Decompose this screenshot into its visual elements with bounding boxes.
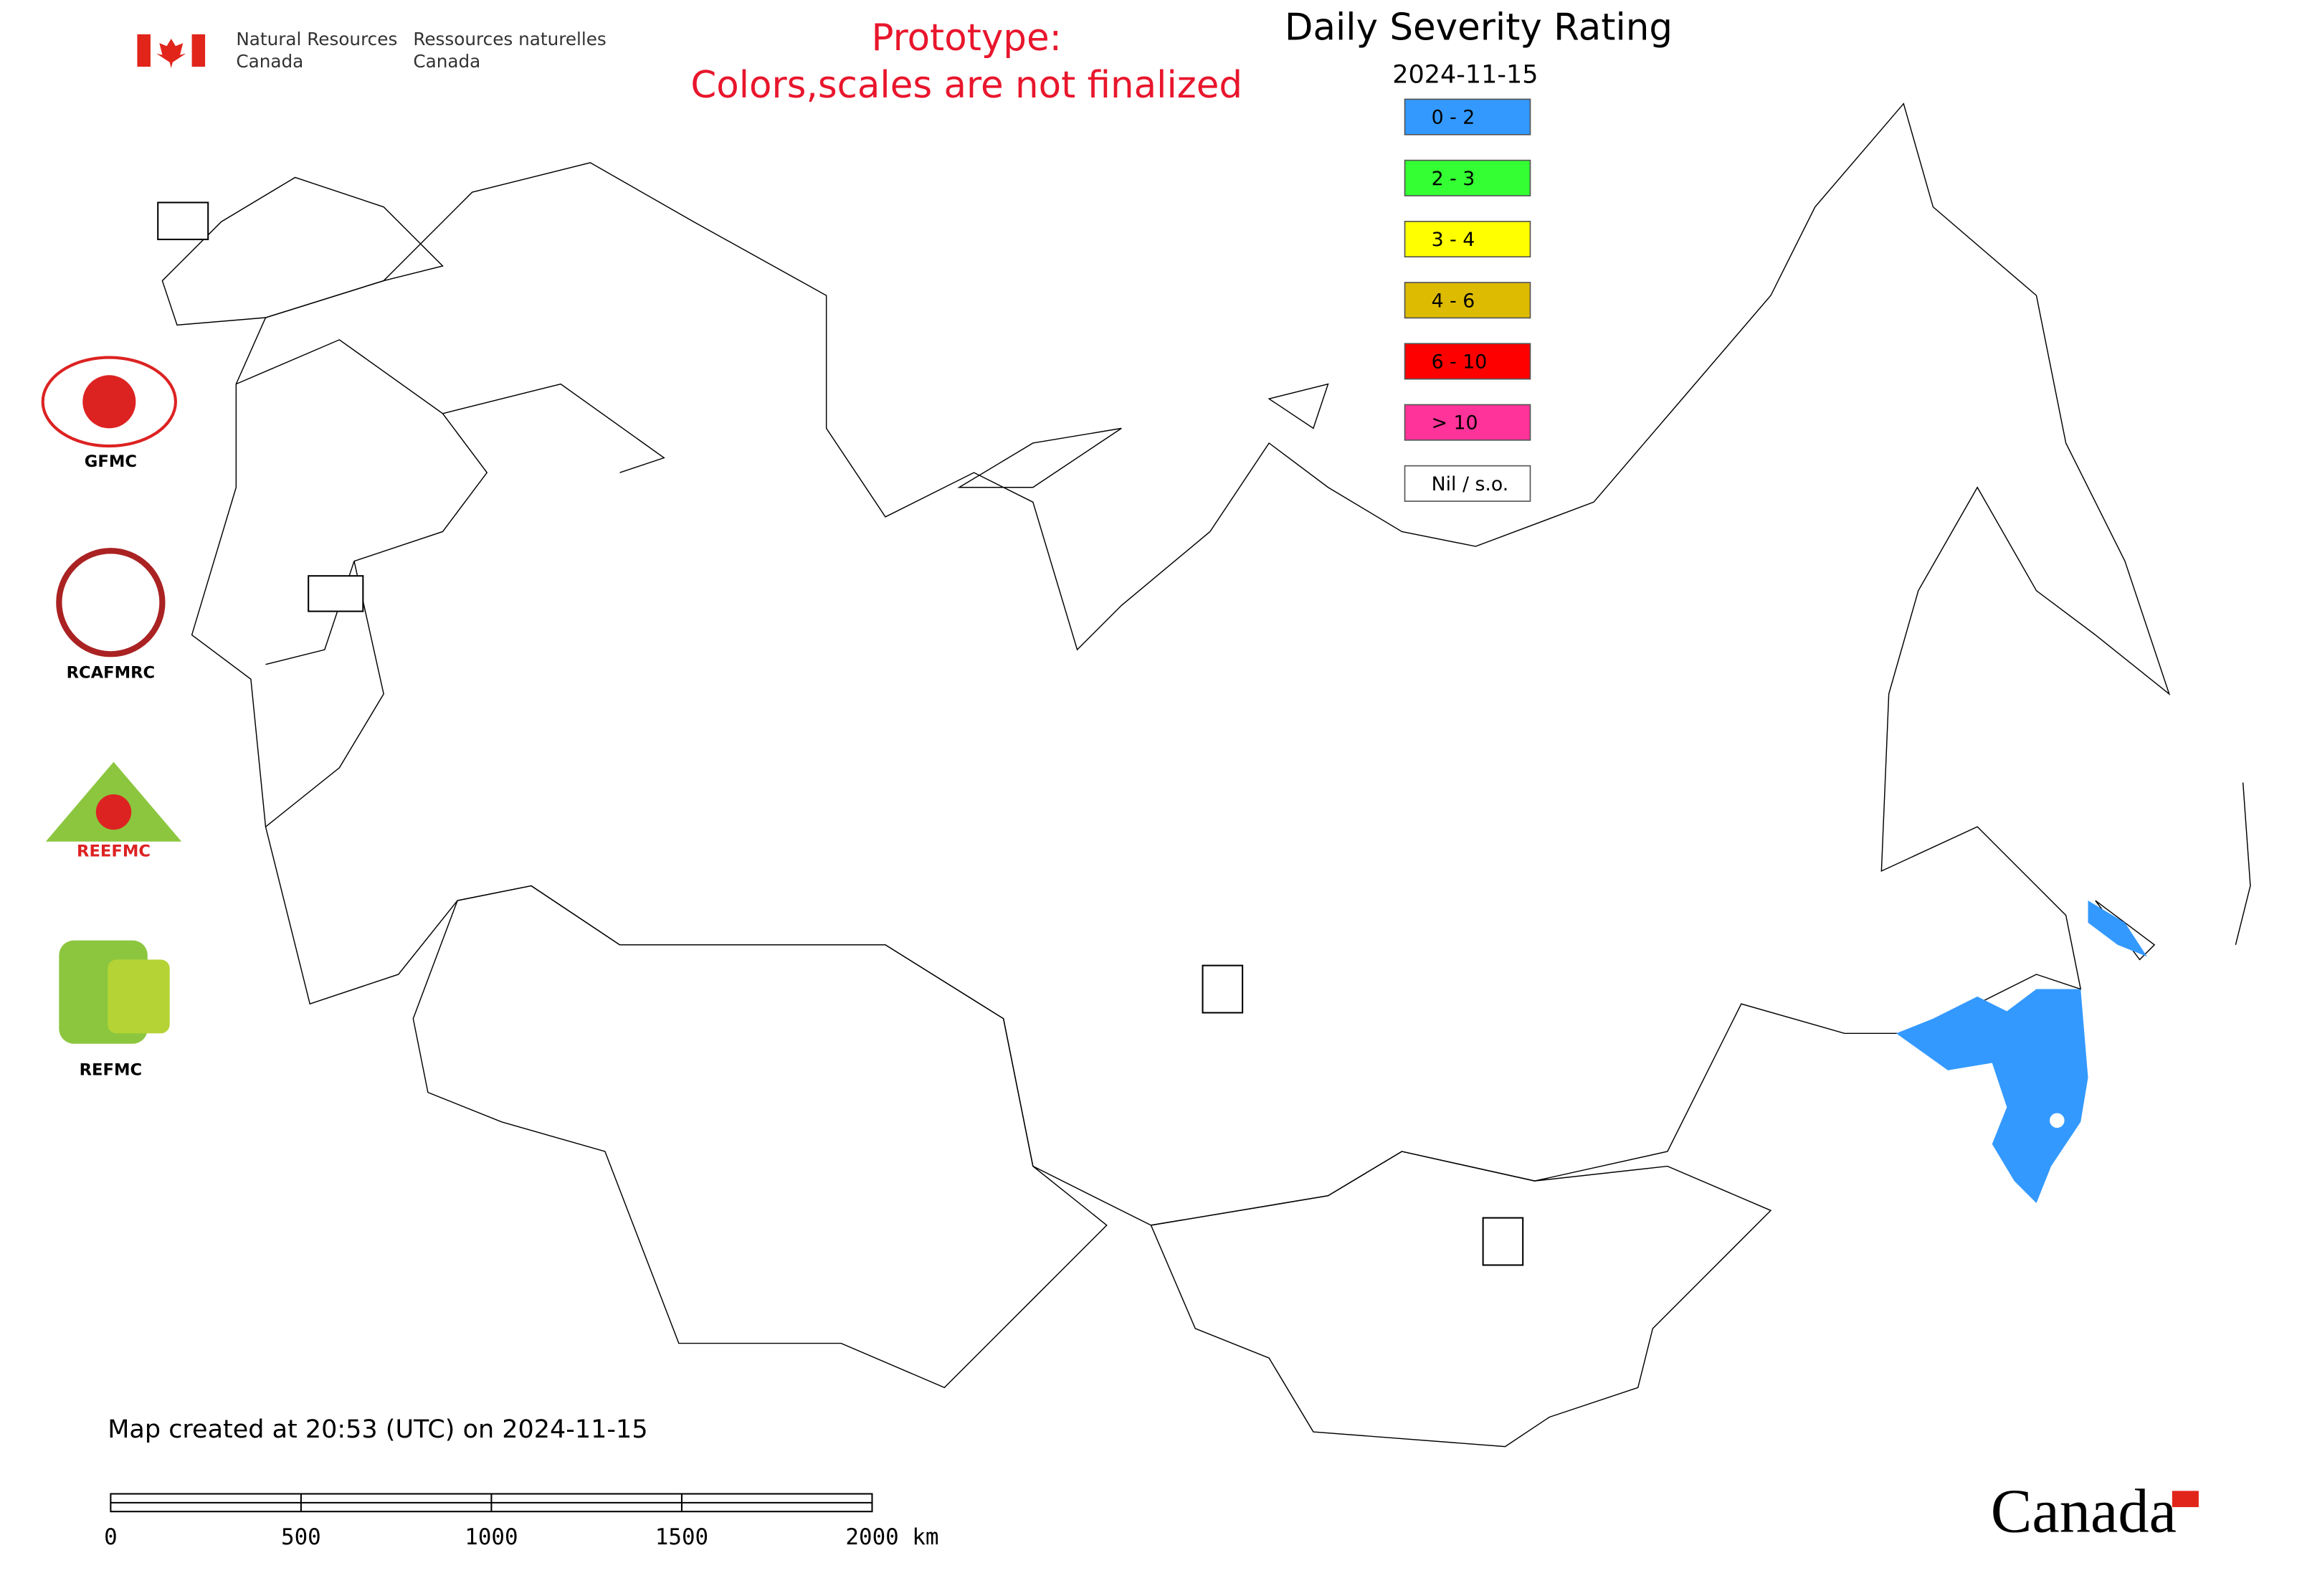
header-en: Canada: [236, 51, 303, 72]
logo-label: REEFMC: [77, 842, 151, 861]
severity-area: [1896, 989, 2088, 1204]
canada-flag: [137, 34, 206, 69]
scale-label: 2000 km: [845, 1524, 938, 1550]
legend-swatch: [1404, 343, 1531, 380]
legend-label: 0 - 2: [1432, 107, 1475, 129]
refmc-logo: [59, 940, 170, 1044]
legend-label: 6 - 10: [1432, 351, 1488, 373]
legend-title: Daily Severity Rating: [1285, 6, 1673, 49]
rcafmrc-logo: [56, 548, 166, 657]
map-outlines: [161, 103, 2251, 1448]
scale-label: 0: [104, 1524, 118, 1550]
header-en: Natural Resources: [236, 29, 397, 49]
legend-swatch: [1404, 465, 1531, 502]
wordmark-flag: [2172, 1491, 2199, 1508]
header-fr: Canada: [413, 51, 480, 72]
legend-swatch: [1404, 159, 1531, 196]
legend-label: 4 - 6: [1432, 290, 1475, 312]
map-badges: [157, 201, 1524, 1266]
logo-label: GFMC: [85, 452, 137, 471]
prototype-note: Colors,scales are not finalized: [690, 64, 1242, 107]
scale-label: 500: [281, 1524, 321, 1550]
reefmc-logo: [45, 761, 182, 842]
prototype-note: Prototype:: [871, 16, 1061, 60]
legend: 0 - 2 2 - 3 3 - 4 4 - 6 6 - 10 > 10 Nil / s.o.: [1404, 98, 1531, 502]
scale-label: 1000: [465, 1524, 518, 1550]
scale-bar: [110, 1493, 873, 1513]
canada-wordmark: Canada: [1991, 1476, 2177, 1545]
scale-label: 1500: [655, 1524, 708, 1550]
scale-labels: 0 500 1000 1500 2000 km: [104, 1524, 938, 1550]
logo-label: RCAFMRC: [67, 664, 156, 683]
legend-swatch: [1404, 220, 1531, 258]
legend-swatch: [1404, 98, 1531, 136]
legend-label: 2 - 3: [1432, 168, 1475, 190]
severity-gap: [2050, 1113, 2065, 1129]
legend-label: > 10: [1432, 412, 1478, 434]
header-fr: Ressources naturelles: [413, 29, 606, 49]
legend-date: 2024-11-15: [1392, 60, 1538, 89]
legend-swatch: [1404, 282, 1531, 319]
legend-label: 3 - 4: [1432, 229, 1475, 251]
severity-area: [2088, 901, 2147, 957]
legend-swatch: [1404, 404, 1531, 441]
gfmc-logo: [41, 356, 177, 448]
logo-label: REFMC: [80, 1060, 142, 1079]
legend-label: Nil / s.o.: [1432, 473, 1509, 495]
footer-text: Map created at 20:53 (UTC) on 2024-11-15: [108, 1415, 647, 1444]
